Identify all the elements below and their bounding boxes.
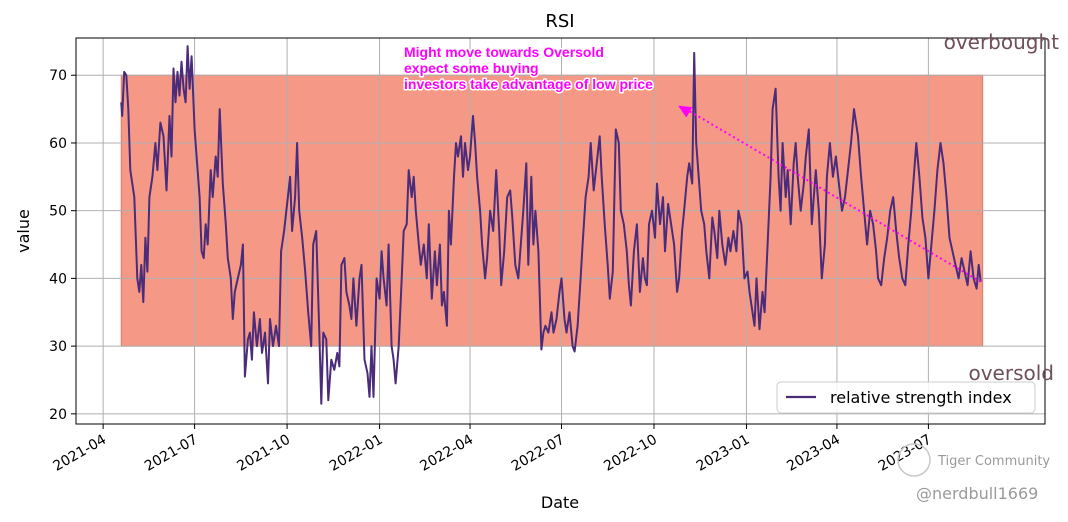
- watermark-community: Tiger Community: [937, 454, 1050, 469]
- annotation-text: Might move towards Oversold: [404, 44, 604, 60]
- legend: relative strength index: [776, 381, 1036, 414]
- y-axis-label: value: [14, 209, 33, 253]
- legend-entry: relative strength index: [830, 388, 1012, 407]
- y-tick-label: 40: [49, 271, 67, 287]
- overbought-label: overbought: [944, 30, 1060, 54]
- y-tick-label: 60: [49, 136, 67, 152]
- y-tick-label: 30: [49, 339, 67, 355]
- annotation-text-halo: expect some buying: [404, 60, 539, 76]
- y-tick-label: 70: [49, 68, 67, 84]
- chart-title: RSI: [545, 11, 574, 32]
- watermark-handle: @nerdbull1669: [916, 484, 1038, 503]
- annotation-arrowhead: [678, 105, 693, 118]
- plot-frame: [75, 37, 1046, 425]
- oversold-label: oversold: [968, 361, 1054, 385]
- annotation-text-halo: Might move towards Oversold: [404, 44, 604, 60]
- annotation-text: investors take advantage of low price: [404, 76, 653, 92]
- watermark: Tiger Community @nerdbull1669: [897, 443, 1050, 503]
- y-tick-label: 20: [49, 407, 67, 423]
- legend-box: [776, 381, 1036, 414]
- y-tick-label: 50: [49, 204, 67, 220]
- annotation-arrow-line: [685, 108, 982, 283]
- tiger-logo-icon: [897, 443, 931, 477]
- annotation-text: expect some buying: [404, 60, 539, 76]
- annotation-text-halo: investors take advantage of low price: [404, 76, 653, 92]
- x-axis-label: Date: [541, 493, 579, 512]
- rsi-series-line: [120, 45, 982, 405]
